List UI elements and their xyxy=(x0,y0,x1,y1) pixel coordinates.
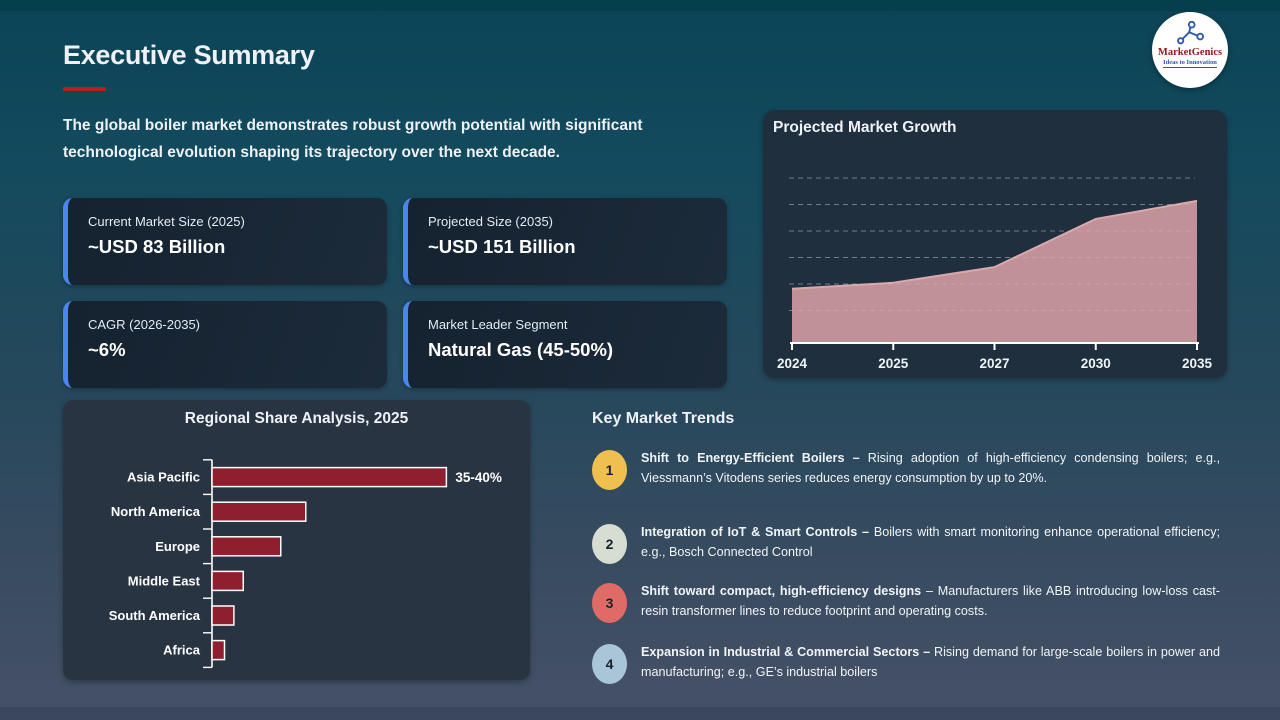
bar-africa xyxy=(211,639,226,661)
intro-text: The global boiler market demonstrates ro… xyxy=(63,117,643,161)
regional-bar-chart: Asia Pacific 35-40% North America Europe Mid… xyxy=(109,459,502,669)
stat-card-value: Natural Gas (45-50%) xyxy=(428,339,614,360)
trend-item-energy-efficient: 1 Shift to Energy-Efficient Boilers – Ri… xyxy=(592,449,1220,490)
trend-title: Integration of IoT & Smart Controls – xyxy=(641,525,870,539)
x-tick-label: 2024 xyxy=(777,356,808,371)
stat-card-grid: Current Market Size (2025) ~USD 83 Billi… xyxy=(63,198,727,388)
trend-body: – Manufacturers like ABB introducing low… xyxy=(641,584,1220,618)
bar-south-america xyxy=(211,605,235,626)
category-label: North America xyxy=(111,504,201,519)
trend-number-badge: 3 xyxy=(592,583,627,623)
trend-title: Shift to Energy-Efficient Boilers – xyxy=(641,451,860,465)
trend-text: Shift to Energy-Efficient Boilers – Risi… xyxy=(641,449,1220,490)
area-series xyxy=(792,200,1197,343)
stat-card-label: CAGR (2026-2035) xyxy=(88,317,200,332)
top-border-strip xyxy=(0,0,1280,11)
regional-chart-title: Regional Share Analysis, 2025 xyxy=(184,410,409,427)
bottom-border-strip xyxy=(0,707,1280,720)
stat-card-current-market-size: Current Market Size (2025) ~USD 83 Billi… xyxy=(63,198,387,285)
trend-body: Rising demand for large-scale boilers in… xyxy=(641,645,1220,679)
trend-text: Expansion in Industrial & Commercial Sec… xyxy=(641,643,1220,684)
trend-item-iot-smart-controls: 2 Integration of IoT & Smart Controls – … xyxy=(592,523,1220,564)
trend-text: Integration of IoT & Smart Controls – Bo… xyxy=(641,523,1220,564)
trend-text: Shift toward compact, high-efficiency de… xyxy=(641,582,1220,623)
category-label: Africa xyxy=(163,643,201,658)
stat-card-value: ~USD 151 Billion xyxy=(428,236,576,257)
x-tick-label: 2030 xyxy=(1081,356,1111,371)
trend-item-industrial-expansion: 4 Expansion in Industrial & Commercial S… xyxy=(592,643,1220,684)
stat-card-label: Current Market Size (2025) xyxy=(88,214,245,229)
x-tick-label: 2027 xyxy=(979,356,1009,371)
molecule-icon xyxy=(1177,21,1205,45)
growth-area-chart: 2024 2025 2027 2030 2035 xyxy=(777,177,1213,371)
stat-card-market-leader: Market Leader Segment Natural Gas (45-50… xyxy=(403,301,727,388)
category-label: South America xyxy=(109,608,201,623)
projected-market-growth-card: Projected Market Growth 2024 2025 2027 2030… xyxy=(763,110,1227,378)
bar-value-annotation: 35-40% xyxy=(455,470,502,485)
stat-card-label: Market Leader Segment xyxy=(428,317,568,332)
trend-title: Shift toward compact, high-efficiency de… xyxy=(641,584,922,598)
bar-europe xyxy=(211,536,282,557)
title-underline xyxy=(63,87,106,91)
logo-tagline: Ideas to Innovation xyxy=(1163,59,1217,68)
stat-card-projected-size: Projected Size (2035) ~USD 151 Billion xyxy=(403,198,727,285)
trend-title: Expansion in Industrial & Commercial Sec… xyxy=(641,645,931,659)
growth-chart-title: Projected Market Growth xyxy=(773,119,957,136)
trend-body: Rising adoption of high-efficiency conde… xyxy=(641,451,1221,485)
bar-middle-east xyxy=(211,570,244,592)
stat-card-value: ~USD 83 Billion xyxy=(88,236,226,257)
logo-name: MarketGenics xyxy=(1157,47,1223,58)
bar-asia-pacific xyxy=(211,466,448,488)
trend-number-badge: 4 xyxy=(592,644,627,684)
trends-heading: Key Market Trends xyxy=(592,410,735,427)
category-label: Asia Pacific xyxy=(127,470,200,485)
x-tick-label: 2035 xyxy=(1182,356,1213,371)
trend-body: Boilers with smart monitoring enhance op… xyxy=(641,525,1221,559)
regional-share-card: Regional Share Analysis, 2025 Asia Pacif… xyxy=(63,400,530,680)
stat-card-label: Projected Size (2035) xyxy=(428,214,554,229)
stat-card-cagr: CAGR (2026-2035) ~6% xyxy=(63,301,387,388)
marketgenics-logo: MarketGenics Ideas to Innovation xyxy=(1152,12,1228,88)
key-market-trends-section: Key Market Trends 1 Shift to Energy-Effi… xyxy=(592,410,1220,684)
trend-number-badge: 1 xyxy=(592,450,627,490)
area-top-edge xyxy=(791,199,1198,290)
x-tick-label: 2025 xyxy=(878,356,909,371)
trend-item-compact-designs: 3 Shift toward compact, high-efficiency … xyxy=(592,582,1220,623)
stat-card-value: ~6% xyxy=(88,339,126,360)
trend-number-badge: 2 xyxy=(592,524,627,564)
category-label: Middle East xyxy=(128,573,201,588)
category-label: Europe xyxy=(155,539,200,554)
bar-north-america xyxy=(211,501,307,522)
page-title: Executive Summary xyxy=(63,40,315,70)
